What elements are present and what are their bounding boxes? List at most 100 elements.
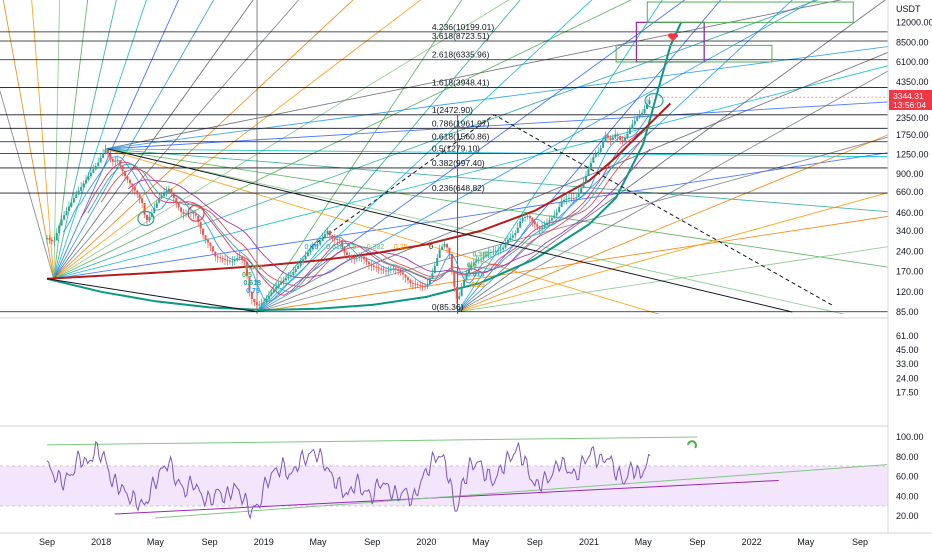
candle-body <box>494 250 497 252</box>
candle-body <box>67 206 70 211</box>
fib-labels: 0(85.36) 0.236(648.82) 0.382(997.40) 0.5(12… <box>242 22 494 312</box>
candle-body <box>431 273 434 279</box>
candle-body <box>258 304 261 306</box>
volume-bar <box>204 386 206 418</box>
volume-bar <box>635 355 637 418</box>
price-tick-label-14: 12000.00 <box>896 17 932 27</box>
candle-body <box>643 109 646 113</box>
candle-body <box>421 285 424 287</box>
fan-line-1-6 <box>105 148 846 314</box>
candle-body <box>180 207 183 212</box>
candle-body <box>167 188 170 191</box>
candle-body <box>516 227 519 234</box>
moving-average-0 <box>62 114 650 303</box>
volume-bar <box>123 381 125 418</box>
price-tick-label-1: 120.00 <box>896 287 924 297</box>
volume-bar <box>326 382 328 418</box>
secondary-fan-label-2: 0.618 <box>243 280 261 287</box>
volume-bar <box>189 380 191 418</box>
volume-bar <box>289 378 291 418</box>
candle-body <box>572 197 575 199</box>
long-arc-curve <box>46 102 672 280</box>
volume-bar <box>513 387 515 418</box>
volume-bar <box>331 385 333 418</box>
candle-body <box>202 228 205 236</box>
candle-body <box>482 256 485 259</box>
volume-bar <box>94 385 96 418</box>
fan-line-1-3 <box>105 148 888 158</box>
candle-body <box>380 268 383 270</box>
rsi-trendlines <box>46 436 888 519</box>
fan-line-0-15 <box>31 0 55 279</box>
candle-body <box>204 235 207 240</box>
volume-bar <box>545 374 547 418</box>
price-tick-label-6: 660.00 <box>896 187 924 197</box>
secondary-fan-label-7: 0.25 <box>471 282 485 289</box>
secondary-fan-label-4: 0.5 <box>467 262 477 269</box>
volume-bar <box>301 377 303 418</box>
candle-body <box>545 222 548 226</box>
volume-tick-label-4: 61.00 <box>896 331 919 341</box>
time-axis[interactable]: Sep 2018 May Sep 2019 May Sep 2020 May Sep 2021 May… <box>39 537 868 547</box>
candle-body <box>243 259 246 262</box>
candle-body <box>641 112 644 115</box>
volume-bar <box>287 383 289 418</box>
fib-label-7: 1.618(3948.41) <box>432 77 490 87</box>
price-tick-label-2: 170.00 <box>896 266 924 276</box>
price-tick-label-3: 240.00 <box>896 246 924 256</box>
volume-bar <box>423 375 425 418</box>
candle-body <box>609 137 612 141</box>
rsi-trendline-0 <box>46 436 698 446</box>
rsi-axis[interactable]: 20.00 40.00 60.00 80.00 100.00 <box>896 432 924 521</box>
candle-body <box>455 286 458 299</box>
candle-body <box>231 261 234 263</box>
candle-body <box>214 251 217 257</box>
base-line <box>46 278 258 313</box>
rsi-band <box>0 466 888 506</box>
candle-body <box>104 149 107 154</box>
price-axis[interactable]: 85.00 120.00 170.00 240.00 340.00 460.00 660.0… <box>896 17 932 317</box>
fan-line-1-1 <box>105 46 888 150</box>
volume-bar <box>323 381 325 418</box>
volume-bar <box>492 377 494 418</box>
candle-body <box>397 269 400 271</box>
volume-bar <box>196 391 198 418</box>
volume-bar <box>292 390 294 418</box>
volume-bar <box>328 375 330 418</box>
candle-body <box>150 213 153 217</box>
volume-bar <box>489 375 491 418</box>
volume-bar <box>599 372 601 418</box>
candle-body <box>206 239 209 243</box>
fan-line-3-1 <box>457 192 888 313</box>
candle-body <box>324 234 327 238</box>
inner-fan-label-5: 0 <box>429 244 433 251</box>
candle-body <box>185 213 188 215</box>
candle-body <box>531 218 534 222</box>
circle-marker-3 <box>644 93 664 109</box>
volume-bar <box>270 386 272 418</box>
candle-body <box>94 165 97 170</box>
volume-bar <box>106 382 108 418</box>
candle-body <box>441 246 444 250</box>
fib-label-4: 0.618(1560.86) <box>432 132 490 142</box>
volume-axis[interactable]: 17.50 24.00 33.00 45.00 61.00 <box>896 331 919 397</box>
candle-body <box>433 266 436 274</box>
candle-body <box>553 215 556 218</box>
volume-bar <box>596 383 598 418</box>
volume-bar <box>570 379 572 418</box>
candle-body <box>555 212 558 216</box>
volume-bar <box>433 378 435 418</box>
candle-body <box>82 183 85 188</box>
volume-bar <box>150 381 152 418</box>
volume-bar <box>526 381 528 418</box>
candle-body <box>75 194 78 199</box>
rsi-panel[interactable] <box>0 436 888 520</box>
volume-bar <box>643 369 645 418</box>
candle-body <box>341 240 344 247</box>
annotations <box>137 1 888 227</box>
volume-bar <box>565 375 567 418</box>
candle-body <box>458 296 461 299</box>
